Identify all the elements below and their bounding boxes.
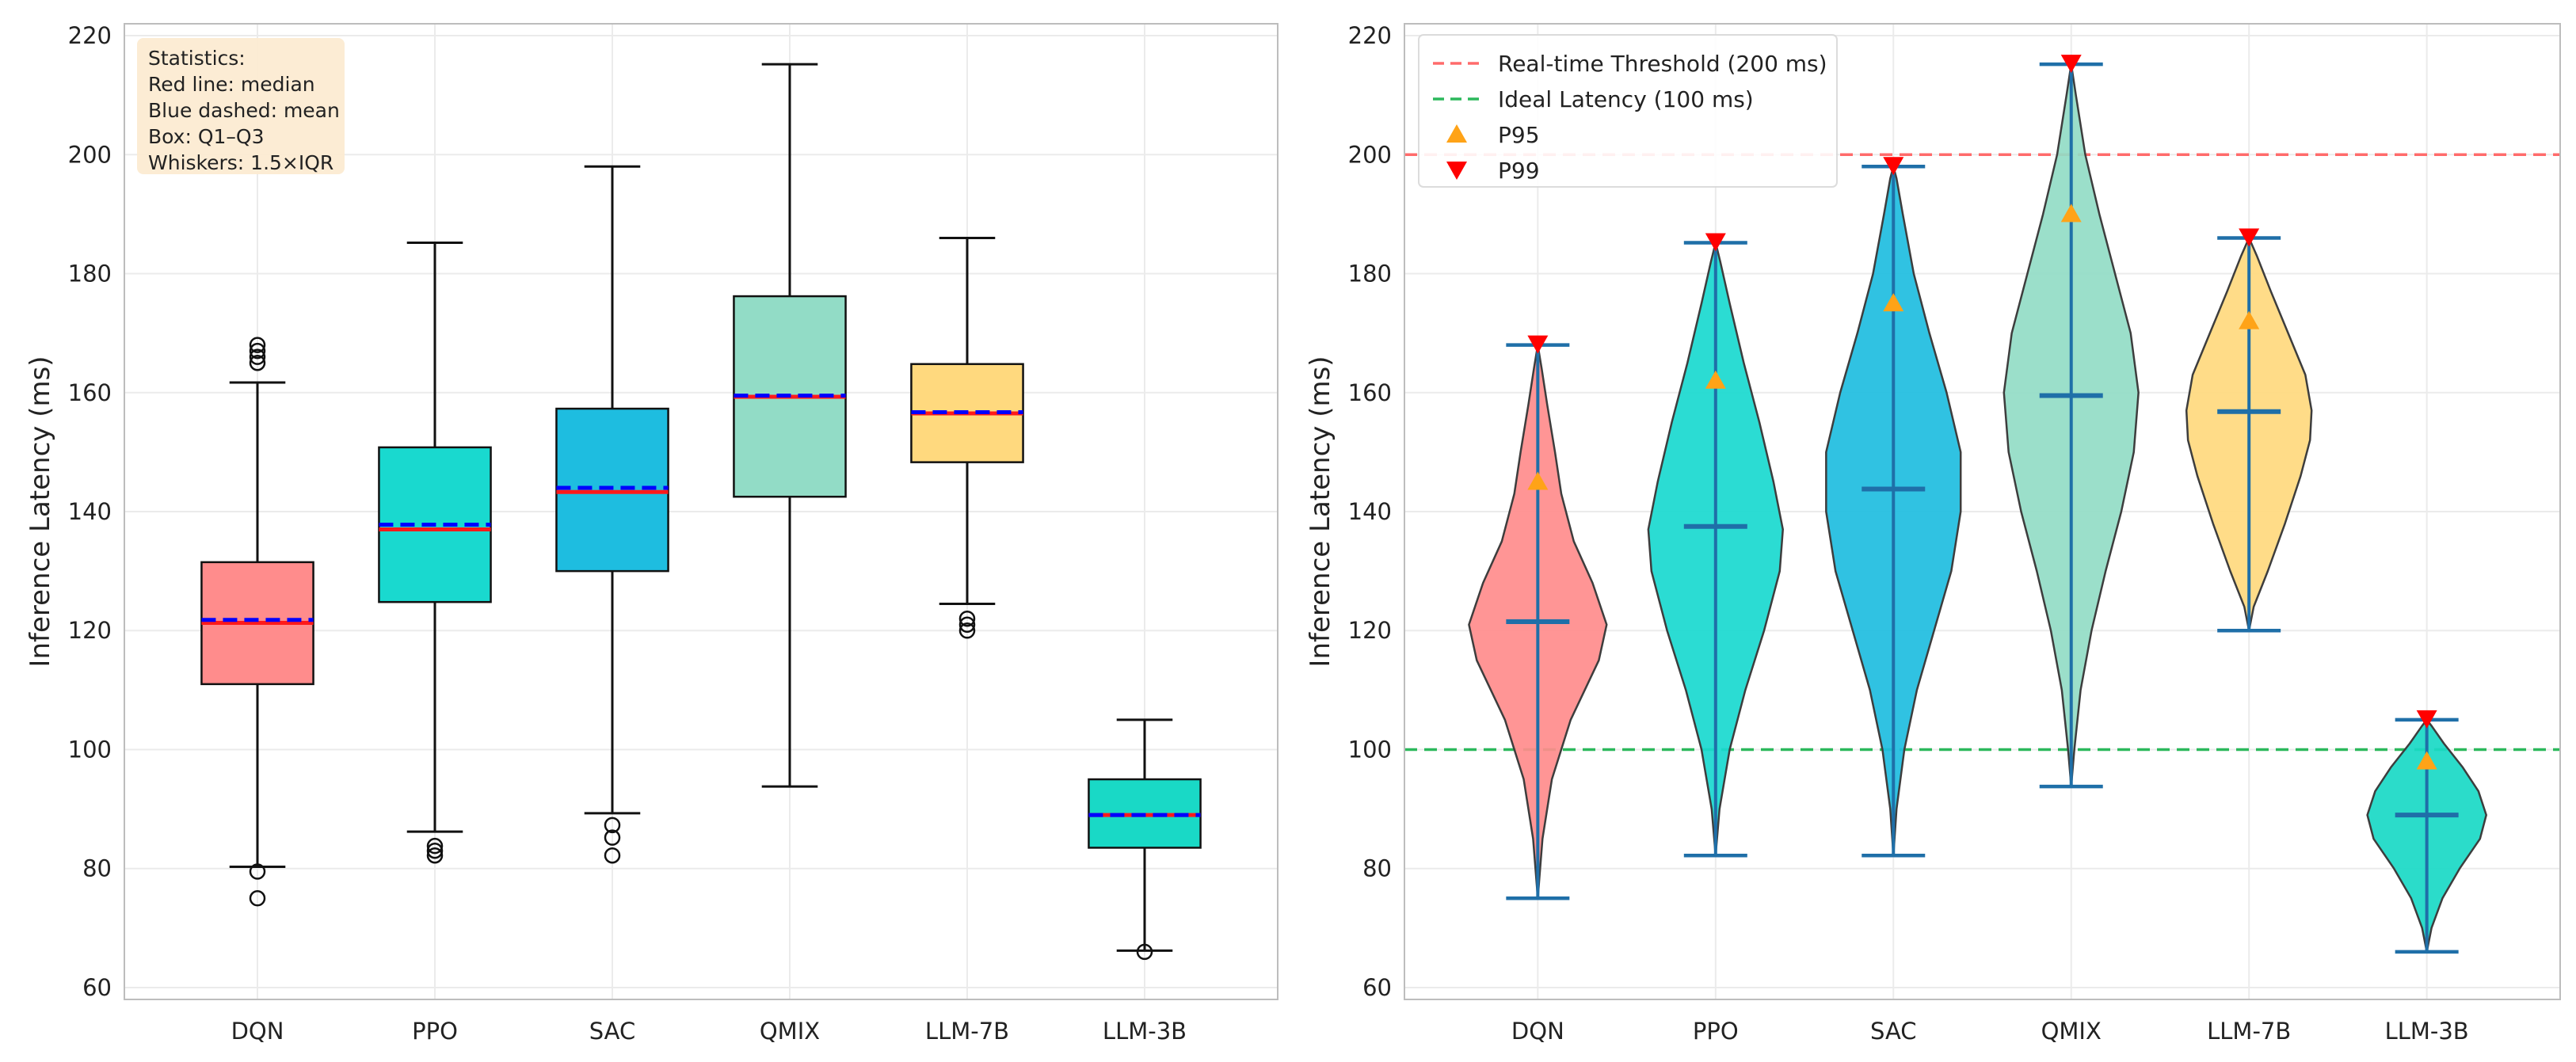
outlier-point (426, 837, 444, 855)
axes-frame (1404, 23, 2561, 1000)
legend-label: Real-time Threshold (200 ms) (1498, 51, 1827, 77)
outlier-point (249, 348, 266, 365)
x-tick-label: DQN (231, 1018, 284, 1045)
outlier-point (604, 829, 621, 846)
box-qmix (733, 63, 847, 788)
statistics-box-bg (137, 38, 345, 174)
box-dqn (200, 337, 314, 907)
y-tick-label: 120 (1348, 617, 1392, 644)
y-tick-label: 180 (1348, 261, 1392, 287)
y-tick-label: 140 (1348, 498, 1392, 525)
statistics-line: Box: Q1–Q3 (148, 125, 265, 148)
outlier-point (249, 337, 266, 353)
legend: Real-time Threshold (200 ms) Ideal Latenc… (1418, 34, 1838, 188)
x-tick-label: LLM-3B (2385, 1018, 2469, 1045)
violin-qmix (2002, 55, 2140, 789)
box-ppo (378, 241, 492, 864)
p99-marker (1527, 335, 1549, 354)
outlier-point (958, 622, 976, 639)
statistics-box: Statistics: Red line: median Blue dashed: … (137, 38, 345, 174)
box-sac (555, 165, 669, 864)
x-tick-label: QMIX (760, 1018, 820, 1045)
legend-p99-swatch (1446, 162, 1467, 180)
p95-marker (2060, 204, 2082, 223)
legend-label: P95 (1498, 122, 1540, 148)
statistics-line: Red line: median (148, 73, 315, 96)
x-tick-label: LLM-3B (1103, 1018, 1187, 1045)
x-tick-label: LLM-7B (2207, 1018, 2291, 1045)
x-tick-label: QMIX (2041, 1018, 2102, 1045)
x-tick-label: PPO (412, 1018, 458, 1045)
y-tick-label: 80 (82, 855, 112, 882)
violin-ppo (1647, 233, 1784, 858)
x-tick-label: LLM-7B (925, 1018, 1009, 1045)
box-iqr (555, 407, 669, 573)
x-tick-label: SAC (589, 1018, 636, 1045)
x-tick-label: DQN (1511, 1018, 1564, 1045)
y-tick-label: 60 (1362, 974, 1392, 1001)
y-tick-label: 100 (1348, 736, 1392, 763)
boxplot-panel: 60 80 100 120 140 160 180 200 220 DQN PPO SAC QMIX LL… (25, 22, 1278, 1045)
x-tick-label: PPO (1693, 1018, 1739, 1045)
violin-sac (1825, 157, 1962, 858)
outlier-point (958, 610, 976, 627)
y-tick-label: 140 (68, 498, 112, 525)
statistics-line: Whiskers: 1.5×IQR (148, 151, 333, 174)
legend-p95-swatch (1446, 124, 1467, 143)
outlier-point (249, 354, 266, 371)
violin-llm-3b (2366, 710, 2487, 954)
outlier-point (249, 342, 266, 360)
outlier-point (1136, 943, 1153, 961)
outlier-point (249, 863, 266, 880)
box-llm-3b (1088, 718, 1202, 961)
p95-marker (1705, 370, 1726, 389)
p99-marker (2060, 55, 2082, 74)
legend-label: P99 (1498, 158, 1540, 184)
violin-llm-7b (2185, 228, 2313, 633)
box-llm-7b (910, 236, 1024, 639)
outlier-point (426, 842, 444, 859)
y-tick-label: 100 (68, 736, 112, 763)
p99-marker (1705, 233, 1726, 252)
violin-dqn (1468, 335, 1608, 900)
p95-marker (2239, 310, 2260, 329)
y-axis-label: Inference Latency (ms) (1305, 356, 1336, 667)
p95-marker (2416, 751, 2437, 770)
p95-marker (1527, 471, 1549, 490)
y-tick-label: 200 (1348, 141, 1392, 168)
p95-marker (1883, 293, 1904, 312)
outlier-point (249, 890, 266, 907)
y-tick-label: 220 (68, 22, 112, 49)
y-tick-label: 200 (68, 141, 112, 168)
axes-frame (124, 23, 1278, 1000)
legend-box (1418, 34, 1838, 188)
p99-marker (2416, 710, 2437, 729)
y-tick-label: 180 (68, 261, 112, 287)
x-tick-label: SAC (1870, 1018, 1917, 1045)
outlier-point (604, 816, 621, 834)
outlier-point (958, 616, 976, 633)
y-tick-label: 160 (1348, 379, 1392, 406)
p99-marker (2239, 228, 2260, 247)
y-axis-label: Inference Latency (ms) (25, 356, 56, 667)
y-tick-label: 120 (68, 617, 112, 644)
outlier-point (426, 847, 444, 864)
p99-marker (1883, 157, 1904, 176)
y-tick-label: 80 (1362, 855, 1392, 882)
violin-panel: 60 80 100 120 140 160 180 200 220 DQN PPO SAC QMIX LL… (1305, 22, 2561, 1045)
statistics-line: Statistics: (148, 47, 246, 70)
statistics-line: Blue dashed: mean (148, 99, 340, 122)
y-tick-label: 220 (1348, 22, 1392, 49)
outlier-point (604, 847, 621, 864)
y-tick-label: 160 (68, 379, 112, 406)
y-tick-label: 60 (82, 974, 112, 1001)
legend-label: Ideal Latency (100 ms) (1498, 86, 1754, 112)
